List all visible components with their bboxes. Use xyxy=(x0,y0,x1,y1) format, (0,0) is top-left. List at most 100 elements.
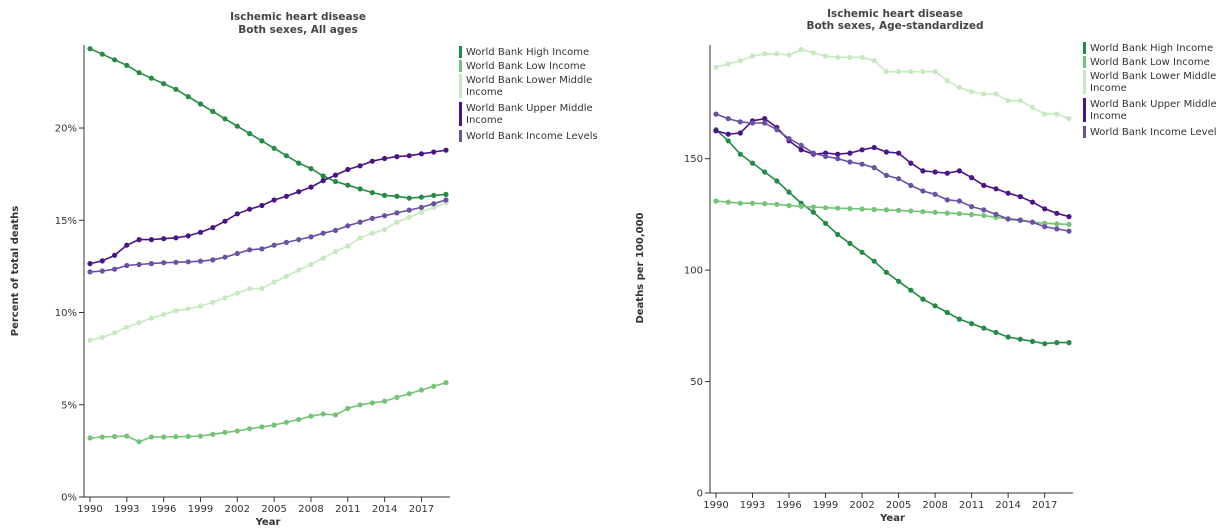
data-point xyxy=(345,243,351,249)
data-point xyxy=(99,434,105,440)
data-point xyxy=(99,334,105,340)
y-tick-label: 150 xyxy=(684,154,703,165)
legend-swatch xyxy=(459,74,462,98)
data-point xyxy=(418,194,424,200)
data-point xyxy=(210,299,216,305)
data-point xyxy=(357,235,363,241)
x-tick-label: 2002 xyxy=(849,500,874,511)
data-point xyxy=(713,111,719,117)
data-point xyxy=(737,58,743,64)
data-point xyxy=(382,213,388,219)
data-point xyxy=(234,428,240,434)
data-point xyxy=(418,204,424,210)
data-point xyxy=(136,70,142,76)
data-point xyxy=(908,287,914,293)
data-point xyxy=(296,267,302,273)
data-point xyxy=(883,269,890,275)
data-point xyxy=(332,249,339,255)
data-point xyxy=(357,219,363,225)
x-tick-label: 1996 xyxy=(151,504,176,515)
series-line xyxy=(715,48,1070,120)
data-point xyxy=(969,89,975,95)
data-point xyxy=(271,279,277,285)
data-point xyxy=(197,229,204,235)
data-point xyxy=(320,178,326,184)
data-point xyxy=(124,262,130,269)
data-point xyxy=(247,131,253,137)
data-point xyxy=(222,429,228,435)
data-point xyxy=(320,255,326,261)
series-income-levels xyxy=(87,197,449,275)
data-point xyxy=(1066,340,1072,346)
data-point xyxy=(124,433,130,439)
data-point xyxy=(847,150,853,156)
x-tick-label: 1993 xyxy=(740,500,765,511)
series-income-levels xyxy=(713,111,1072,234)
data-point xyxy=(369,230,375,236)
y-tick-label: 5% xyxy=(61,400,77,411)
data-point xyxy=(737,200,743,206)
data-point xyxy=(173,308,179,314)
data-point xyxy=(210,108,216,114)
data-point xyxy=(859,161,865,167)
data-point xyxy=(847,54,853,60)
y-tick-label: 0 xyxy=(697,489,703,500)
series-line xyxy=(715,200,1070,226)
data-point xyxy=(271,242,277,248)
data-point xyxy=(1017,98,1023,104)
data-point xyxy=(308,184,314,190)
data-point xyxy=(969,204,975,210)
data-point xyxy=(259,285,265,292)
data-point xyxy=(944,210,950,216)
data-point xyxy=(762,201,768,207)
data-point xyxy=(737,151,743,157)
data-point xyxy=(283,239,289,245)
data-point xyxy=(786,202,792,209)
data-point xyxy=(859,147,865,153)
data-point xyxy=(320,411,326,417)
data-point xyxy=(969,212,975,218)
data-point xyxy=(99,268,105,274)
series-low xyxy=(87,380,449,445)
data-point xyxy=(920,209,926,215)
data-point xyxy=(835,151,841,157)
data-point xyxy=(798,142,804,148)
data-point xyxy=(332,178,339,185)
y-tick-label: 50 xyxy=(690,377,703,388)
chart-title-line: Ischemic heart disease xyxy=(827,8,963,20)
data-point xyxy=(394,394,400,400)
data-point xyxy=(320,173,326,179)
data-point xyxy=(345,223,351,229)
data-point xyxy=(847,240,853,246)
x-axis-label: Year xyxy=(879,513,905,524)
data-point xyxy=(1066,116,1072,122)
data-point xyxy=(418,209,424,215)
data-point xyxy=(1029,219,1036,225)
data-point xyxy=(283,419,289,425)
data-point xyxy=(259,246,265,252)
series-low xyxy=(713,198,1072,227)
data-point xyxy=(357,163,363,169)
x-tick-label: 2014 xyxy=(995,500,1020,511)
legend-label: World Bank Low Income xyxy=(1090,57,1210,68)
data-point xyxy=(247,206,253,212)
x-tick-label: 2008 xyxy=(922,500,947,511)
data-point xyxy=(369,400,375,406)
x-tick-label: 2017 xyxy=(1032,500,1057,511)
data-point xyxy=(932,209,938,215)
data-point xyxy=(357,186,363,192)
data-point xyxy=(247,285,253,292)
data-point xyxy=(1029,338,1036,344)
data-point xyxy=(932,303,938,309)
x-tick-label: 2011 xyxy=(335,504,360,515)
x-tick-label: 2005 xyxy=(261,504,286,515)
data-point xyxy=(197,433,204,439)
data-point xyxy=(112,252,118,258)
data-point xyxy=(418,387,424,393)
data-point xyxy=(369,158,375,164)
series-line xyxy=(715,113,1070,232)
data-point xyxy=(956,211,963,217)
y-tick-label: 20% xyxy=(55,124,77,135)
